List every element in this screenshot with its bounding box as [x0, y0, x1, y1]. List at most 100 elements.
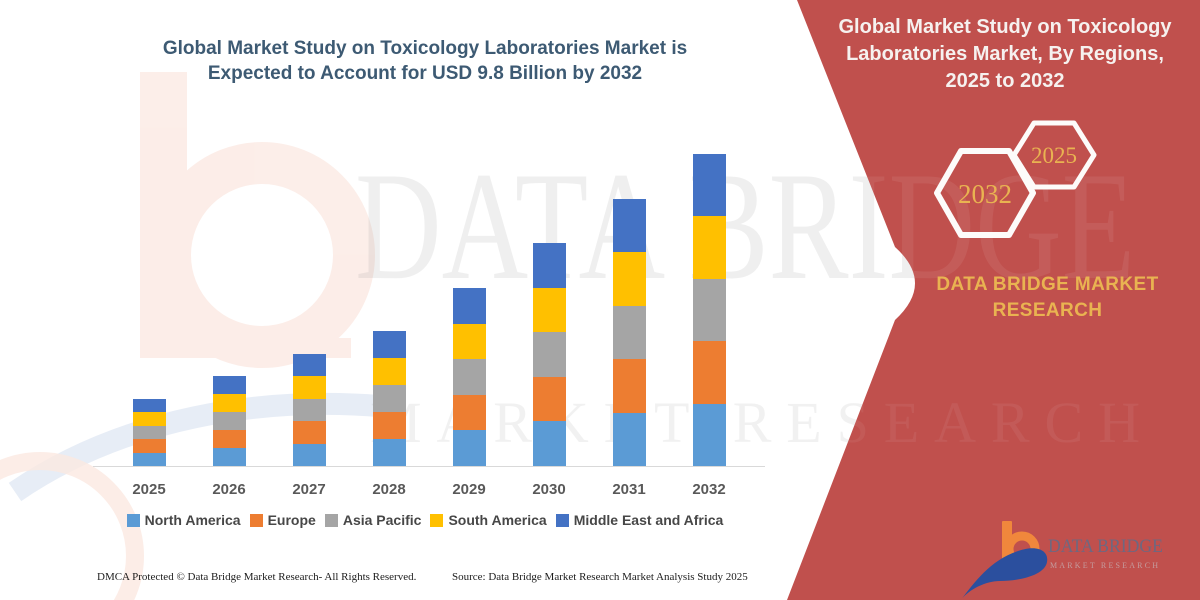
- x-axis-line: [93, 466, 765, 467]
- segment-middle-east-and-africa: [372, 331, 406, 358]
- watermark-arc-icon: [0, 452, 144, 600]
- segment-europe: [692, 341, 726, 404]
- legend-item-asia-pacific: Asia Pacific: [324, 512, 422, 528]
- stacked-bar-2031: [612, 199, 646, 466]
- segment-europe: [132, 439, 166, 453]
- databridge-logo: DATA BRIDGE MARKET RESEARCH: [960, 521, 1163, 600]
- segment-south-america: [612, 252, 646, 306]
- segment-middle-east-and-africa: [132, 399, 166, 413]
- segment-north-america: [692, 403, 726, 466]
- segment-asia-pacific: [292, 398, 326, 422]
- segment-middle-east-and-africa: [212, 376, 246, 394]
- segment-asia-pacific: [532, 332, 566, 377]
- segment-middle-east-and-africa: [452, 288, 486, 324]
- chart-title-line1: Global Market Study on Toxicology Labora…: [162, 38, 688, 59]
- watermark-ghost-line2: MARKET RESEARCH: [370, 390, 1140, 455]
- legend-label: Europe: [267, 512, 316, 528]
- legend-item-middle-east-and-africa: Middle East and Africa: [555, 512, 724, 528]
- hexagon-2032: 2032: [934, 148, 1036, 238]
- segment-middle-east-and-africa: [692, 154, 726, 217]
- segment-south-america: [212, 394, 246, 412]
- segment-north-america: [132, 452, 166, 466]
- segment-north-america: [212, 448, 246, 466]
- segment-europe: [212, 430, 246, 448]
- chart-title-line2: Expected to Account for USD 9.8 Billion …: [207, 63, 643, 84]
- legend: North America Europe Asia Pacific South Ame…: [90, 512, 760, 528]
- segment-asia-pacific: [132, 425, 166, 440]
- legend-swatch-icon: [555, 513, 569, 527]
- logo-swoosh-icon: [960, 548, 1048, 600]
- segment-asia-pacific: [372, 385, 406, 412]
- footer-source: Source: Data Bridge Market Research Mark…: [452, 571, 748, 583]
- logo-subtitle: MARKET RESEARCH: [1050, 561, 1158, 570]
- stacked-bar-2032: [692, 154, 726, 466]
- legend-swatch-icon: [324, 513, 338, 527]
- logo-wordmark: DATA BRIDGE: [1048, 536, 1163, 557]
- segment-north-america: [292, 443, 326, 466]
- segment-asia-pacific: [692, 278, 726, 342]
- x-label-2031: 2031: [612, 481, 646, 498]
- hexagon-2025-label: 2025: [1031, 143, 1077, 168]
- segment-north-america: [532, 421, 566, 466]
- segment-europe: [612, 359, 646, 413]
- brand-text-line1: DATA BRIDGE MARKET: [936, 274, 1159, 295]
- segment-south-america: [532, 287, 566, 333]
- brand-text-line2: RESEARCH: [992, 300, 1103, 321]
- legend-swatch-icon: [126, 513, 140, 527]
- stacked-bar-2026: [212, 376, 246, 466]
- panel-title-line1: Global Market Study on Toxicology: [838, 16, 1172, 38]
- x-label-2028: 2028: [372, 481, 406, 498]
- x-label-2027: 2027: [292, 481, 326, 498]
- legend-label: North America: [144, 512, 241, 528]
- segment-asia-pacific: [452, 359, 486, 395]
- brand-text: DATA BRIDGE MARKET RESEARCH: [875, 272, 1200, 324]
- segment-europe: [372, 412, 406, 439]
- legend-swatch-icon: [430, 513, 444, 527]
- legend-item-europe: Europe: [249, 512, 316, 528]
- x-label-2029: 2029: [452, 481, 486, 498]
- stacked-bar-2029: [452, 288, 486, 466]
- legend-label: Middle East and Africa: [573, 512, 724, 528]
- legend-item-south-america: South America: [430, 512, 547, 528]
- segment-south-america: [132, 412, 166, 426]
- hexagon-2032-label: 2032: [958, 179, 1012, 209]
- segment-north-america: [612, 412, 646, 466]
- legend-item-north-america: North America: [126, 512, 241, 528]
- x-label-2030: 2030: [532, 481, 566, 498]
- segment-asia-pacific: [212, 412, 246, 430]
- stacked-bar-2025: [132, 399, 166, 466]
- segment-north-america: [372, 439, 406, 466]
- watermark-logo-b-icon: [140, 72, 375, 368]
- stacked-bar-2028: [372, 331, 406, 466]
- legend-swatch-icon: [249, 513, 263, 527]
- panel-title-line3: 2025 to 2032: [945, 70, 1065, 92]
- stacked-bar-2027: [292, 354, 326, 466]
- stacked-bar-2030: [532, 243, 566, 466]
- segment-south-america: [452, 323, 486, 360]
- hexagon-2032-outline-icon: [934, 148, 1036, 238]
- legend-label: Asia Pacific: [342, 512, 422, 528]
- red-panel-background: [787, 0, 1200, 600]
- segment-south-america: [692, 216, 726, 279]
- footer-dmca: DMCA Protected © Data Bridge Market Rese…: [97, 571, 417, 583]
- x-label-2032: 2032: [692, 481, 726, 498]
- segment-middle-east-and-africa: [292, 354, 326, 377]
- chart-title: Global Market Study on Toxicology Labora…: [90, 36, 760, 86]
- panel-title-line2: Laboratories Market, By Regions,: [846, 43, 1164, 65]
- legend-label: South America: [448, 512, 547, 528]
- segment-middle-east-and-africa: [532, 243, 566, 288]
- segment-europe: [452, 394, 486, 431]
- segment-europe: [292, 421, 326, 444]
- segment-south-america: [292, 376, 326, 399]
- segment-asia-pacific: [612, 305, 646, 360]
- segment-europe: [532, 376, 566, 422]
- hexagon-2025: 2025: [1011, 120, 1097, 190]
- segment-middle-east-and-africa: [612, 199, 646, 253]
- hexagon-2025-outline-icon: [1011, 120, 1097, 190]
- x-label-2026: 2026: [212, 481, 246, 498]
- panel-title: Global Market Study on Toxicology Labora…: [825, 14, 1185, 95]
- segment-south-america: [372, 358, 406, 385]
- x-label-2025: 2025: [132, 481, 166, 498]
